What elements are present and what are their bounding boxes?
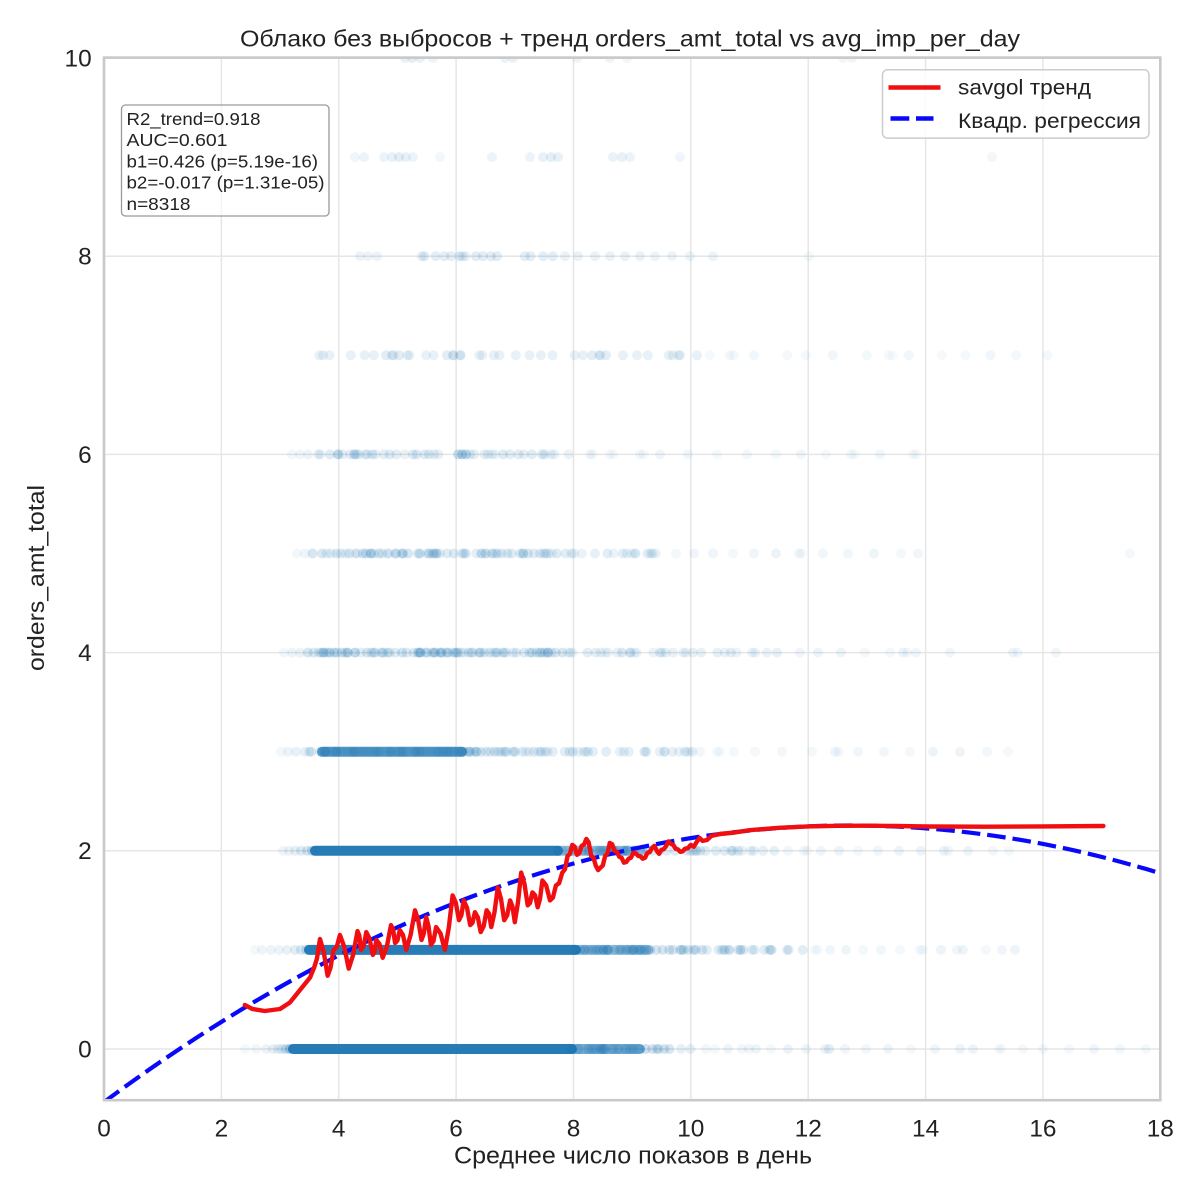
svg-text:16: 16: [1029, 1116, 1056, 1143]
svg-text:2: 2: [215, 1116, 229, 1143]
svg-text:b1=0.426 (p=5.19e-16): b1=0.426 (p=5.19e-16): [127, 151, 319, 171]
svg-text:10: 10: [65, 45, 92, 72]
svg-text:b2=-0.017 (p=1.31e-05): b2=-0.017 (p=1.31e-05): [127, 173, 325, 193]
svg-text:0: 0: [78, 1036, 92, 1063]
svg-text:Облако без выбросов + тренд or: Облако без выбросов + тренд orders_amt_t…: [240, 26, 1020, 52]
svg-text:n=8318: n=8318: [127, 194, 191, 214]
svg-text:4: 4: [78, 640, 92, 667]
svg-text:14: 14: [912, 1116, 939, 1143]
svg-text:Среднее число показов в день: Среднее число показов в день: [454, 1142, 812, 1169]
svg-text:Квадр. регрессия: Квадр. регрессия: [958, 108, 1141, 133]
svg-text:AUC=0.601: AUC=0.601: [127, 130, 228, 150]
svg-text:4: 4: [332, 1116, 346, 1143]
svg-text:12: 12: [795, 1116, 822, 1143]
svg-text:8: 8: [567, 1116, 581, 1143]
svg-text:savgol тренд: savgol тренд: [958, 75, 1091, 100]
svg-text:6: 6: [78, 442, 92, 469]
svg-text:0: 0: [97, 1116, 111, 1143]
svg-text:8: 8: [78, 244, 92, 271]
svg-text:6: 6: [449, 1116, 463, 1143]
svg-text:R2_trend=0.918: R2_trend=0.918: [127, 109, 261, 129]
svg-text:10: 10: [677, 1116, 704, 1143]
svg-text:18: 18: [1147, 1116, 1174, 1143]
svg-text:orders_amt_total: orders_amt_total: [23, 485, 49, 671]
svg-text:2: 2: [78, 838, 92, 865]
